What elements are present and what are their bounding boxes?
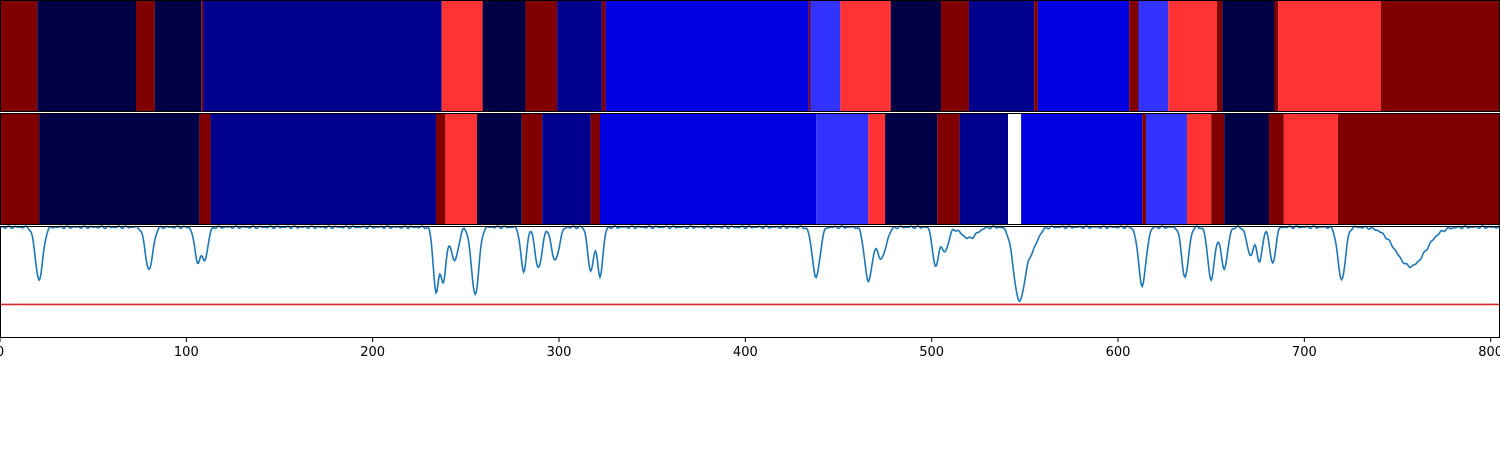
heatmap-segment xyxy=(1145,113,1187,225)
heatmap-segment xyxy=(39,113,200,225)
heatmap-segment xyxy=(601,0,606,112)
x-tick-label: 600 xyxy=(1106,345,1131,360)
heatmap-row-1 xyxy=(0,0,1500,112)
heatmap-segment xyxy=(816,113,869,225)
heatmap-segment xyxy=(201,0,204,112)
heatmap-segment xyxy=(154,0,202,112)
heatmap-segment xyxy=(1337,113,1500,225)
x-tick-label: 700 xyxy=(1292,345,1317,360)
heatmap-segment xyxy=(1268,113,1284,225)
heatmap-segment xyxy=(557,0,602,112)
heatmap-segment xyxy=(605,0,809,112)
heatmap-segment xyxy=(1211,113,1225,225)
x-tick-label: 100 xyxy=(174,345,199,360)
heatmap-segment xyxy=(1283,113,1338,225)
heatmap-segment xyxy=(885,113,938,225)
heatmap-segment xyxy=(210,113,437,225)
heatmap-segment xyxy=(482,0,526,112)
heatmap-segment xyxy=(1142,113,1146,225)
heatmap-segment xyxy=(1034,0,1038,112)
panel-frame xyxy=(0,226,1500,338)
heatmap-segment xyxy=(199,113,211,225)
heatmap-segment xyxy=(1216,0,1223,112)
heatmap-segment xyxy=(521,113,543,225)
heatmap-segment xyxy=(0,113,40,225)
heatmap-segment xyxy=(1222,0,1275,112)
heatmap-segment xyxy=(1380,0,1500,112)
heatmap-segment xyxy=(1274,0,1279,112)
heatmap-segment xyxy=(436,113,446,225)
heatmap-segment xyxy=(959,113,1009,225)
heatmap-segment xyxy=(600,113,817,225)
heatmap-segment xyxy=(525,0,558,112)
x-tick-label: 800 xyxy=(1478,345,1500,360)
heatmap-segment xyxy=(445,113,478,225)
heatmap-segment xyxy=(1168,0,1217,112)
heatmap-segment xyxy=(1278,0,1381,112)
x-tick-label: 300 xyxy=(547,345,572,360)
line-panel xyxy=(0,225,1500,306)
heatmap-segment xyxy=(37,0,137,112)
heatmap-segment xyxy=(0,0,38,112)
heatmap-segment xyxy=(542,113,591,225)
heatmap-segment xyxy=(940,0,969,112)
x-tick-label: 400 xyxy=(733,345,758,360)
heatmap-segment xyxy=(890,0,941,112)
heatmap-segment xyxy=(477,113,522,225)
heatmap-segment xyxy=(810,0,841,112)
heatmap-segment xyxy=(968,0,1035,112)
heatmap-segment xyxy=(1008,113,1022,225)
heatmap-segment xyxy=(840,0,891,112)
heatmap-segment xyxy=(1129,0,1139,112)
heatmap-segment xyxy=(203,0,442,112)
heatmap-segment xyxy=(1138,0,1169,112)
x-tick-label: 500 xyxy=(919,345,944,360)
x-tick-label: 0 xyxy=(0,345,4,360)
heatmap-segment xyxy=(868,113,886,225)
signal-line xyxy=(0,225,1500,303)
heatmap-segment xyxy=(808,0,811,112)
x-tick-label: 200 xyxy=(360,345,385,360)
heatmap-segment xyxy=(441,0,483,112)
heatmap-segment xyxy=(136,0,155,112)
heatmap-row-2 xyxy=(0,113,1500,225)
heatmap-segment xyxy=(1186,113,1212,225)
x-axis: 0 100 200 300 400 500 600 700 800 xyxy=(0,338,1500,360)
heatmap-segment xyxy=(1224,113,1269,225)
heatmap-segment xyxy=(1037,0,1130,112)
heatmap-segment xyxy=(590,113,600,225)
heatmap-segment xyxy=(937,113,960,225)
heatmap-segment xyxy=(1021,113,1143,225)
